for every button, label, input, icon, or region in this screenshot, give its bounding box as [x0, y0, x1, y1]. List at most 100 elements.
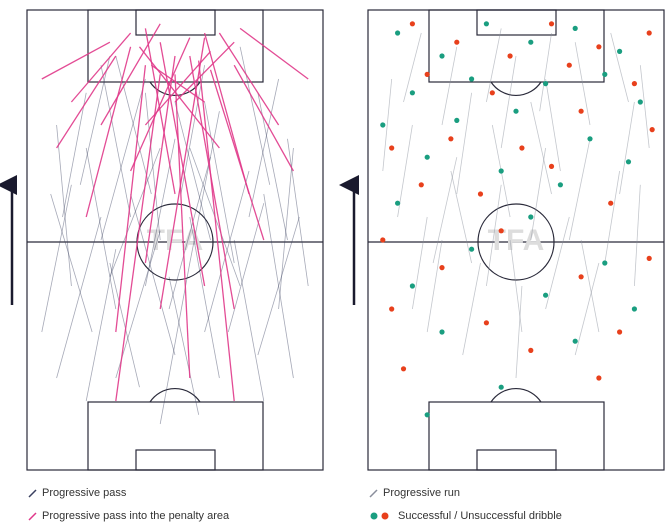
- runs: [530, 147, 546, 241]
- box-passes: [233, 64, 294, 172]
- dribble: [424, 71, 430, 77]
- passes: [257, 216, 300, 356]
- dribble: [617, 48, 623, 55]
- dribble: [439, 329, 445, 335]
- dribble: [646, 30, 652, 36]
- passes: [174, 101, 211, 241]
- dribble: [418, 182, 424, 188]
- dribble: [409, 283, 415, 289]
- dribble: [454, 117, 460, 123]
- runs: [574, 42, 591, 126]
- passes: [130, 193, 176, 356]
- runs: [486, 28, 502, 103]
- runs: [545, 216, 570, 310]
- legend-swatch: [370, 512, 378, 520]
- dribble: [507, 53, 513, 59]
- runs: [509, 239, 523, 333]
- box-passes: [41, 41, 111, 80]
- dribble: [439, 265, 445, 271]
- box-passes: [218, 32, 280, 126]
- legend-swatch: [28, 512, 37, 521]
- passes: [109, 147, 161, 277]
- watermark: TFA: [488, 224, 545, 257]
- passes: [168, 157, 211, 310]
- dribble: [424, 412, 430, 418]
- box-passes: [115, 65, 147, 333]
- passes: [85, 249, 117, 402]
- box-passes: [130, 37, 191, 172]
- dribble: [439, 53, 445, 59]
- box-passes: [70, 32, 132, 103]
- runs: [462, 262, 481, 356]
- dribble: [400, 366, 407, 372]
- runs: [486, 184, 502, 287]
- six-yard-box: [135, 9, 216, 36]
- passes: [109, 262, 140, 388]
- passes: [227, 203, 265, 333]
- runs: [500, 55, 517, 149]
- passes: [100, 65, 131, 218]
- passes: [100, 78, 146, 241]
- dribble: [572, 25, 578, 31]
- dribble: [596, 375, 602, 381]
- pitch-outline: [367, 9, 665, 471]
- runs: [382, 78, 393, 172]
- runs: [619, 101, 635, 195]
- six-yard-box: [476, 449, 557, 471]
- passes: [263, 193, 294, 379]
- runs: [604, 170, 620, 264]
- dribble: [625, 159, 632, 165]
- dribble: [395, 200, 401, 206]
- dribble: [548, 163, 555, 169]
- dribble: [424, 154, 430, 160]
- dribble: [448, 136, 454, 142]
- right-pitch: [339, 9, 665, 471]
- dribble: [389, 306, 395, 312]
- box-passes: [100, 23, 161, 126]
- dribble: [528, 347, 534, 353]
- box-passes: [198, 60, 235, 402]
- box-passes: [239, 27, 309, 80]
- dribble: [409, 21, 415, 27]
- penalty-arc: [149, 388, 201, 403]
- passes: [168, 276, 200, 415]
- dribble: [608, 200, 614, 206]
- runs: [634, 184, 641, 287]
- box-passes: [150, 64, 205, 103]
- dribble: [587, 136, 593, 142]
- passes: [85, 147, 117, 310]
- runs: [412, 216, 428, 310]
- legend-label: Progressive pass into the penalty area: [42, 510, 230, 522]
- runs: [450, 170, 472, 264]
- dribble: [602, 260, 608, 266]
- penalty-arc: [490, 81, 542, 96]
- dribble: [454, 39, 460, 45]
- legend-swatch: [381, 512, 389, 520]
- dribble: [578, 108, 584, 114]
- box-passes: [159, 37, 206, 310]
- dribble: [483, 320, 489, 326]
- dribble: [477, 191, 484, 197]
- six-yard-box: [135, 449, 216, 471]
- dribble: [578, 274, 584, 280]
- dribble: [498, 228, 504, 234]
- passes: [56, 124, 72, 287]
- passes: [189, 111, 220, 264]
- dribble: [380, 122, 386, 128]
- passes: [115, 230, 161, 379]
- dribble: [548, 21, 555, 27]
- runs: [397, 124, 413, 218]
- runs: [441, 46, 458, 126]
- dribble: [519, 145, 525, 151]
- runs: [515, 285, 523, 379]
- passes: [287, 138, 309, 287]
- dribble: [528, 39, 534, 45]
- passes: [145, 92, 161, 241]
- legend-label: Progressive run: [383, 487, 460, 499]
- legend-swatch: [369, 489, 378, 498]
- six-yard-box: [476, 9, 557, 36]
- dribble: [483, 21, 489, 27]
- dribble: [637, 99, 643, 105]
- runs: [574, 262, 600, 356]
